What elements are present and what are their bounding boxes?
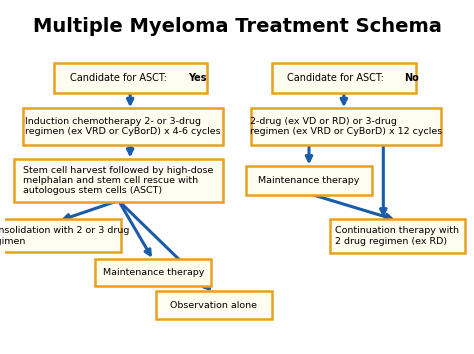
Text: Candidate for ASCT:: Candidate for ASCT: — [70, 73, 170, 83]
Text: Continuation therapy with
2 drug regimen (ex RD): Continuation therapy with 2 drug regimen… — [335, 226, 459, 246]
FancyBboxPatch shape — [54, 63, 207, 93]
Text: Multiple Myeloma Treatment Schema: Multiple Myeloma Treatment Schema — [33, 17, 441, 36]
Text: Stem cell harvest followed by high-dose
melphalan and stem cell rescue with
auto: Stem cell harvest followed by high-dose … — [23, 166, 214, 195]
Text: Candidate for ASCT:: Candidate for ASCT: — [0, 353, 1, 354]
Text: Observation alone: Observation alone — [170, 301, 257, 310]
FancyBboxPatch shape — [23, 108, 223, 145]
Text: Maintenance therapy: Maintenance therapy — [103, 268, 204, 277]
Text: Candidate for ASCT:: Candidate for ASCT: — [287, 73, 387, 83]
Text: Candidate for ASCT: No: Candidate for ASCT: No — [0, 353, 1, 354]
FancyBboxPatch shape — [272, 63, 416, 93]
FancyBboxPatch shape — [330, 219, 465, 253]
Text: Yes: Yes — [189, 73, 207, 83]
Text: Induction chemotherapy 2- or 3-drug
regimen (ex VRD or CyBorD) x 4-6 cycles: Induction chemotherapy 2- or 3-drug regi… — [26, 117, 221, 136]
FancyBboxPatch shape — [251, 108, 441, 145]
Text: Maintenance therapy: Maintenance therapy — [258, 176, 360, 185]
FancyBboxPatch shape — [155, 291, 272, 319]
FancyBboxPatch shape — [14, 159, 223, 202]
Text: Consolidation with 2 or 3 drug
regimen: Consolidation with 2 or 3 drug regimen — [0, 226, 130, 246]
FancyBboxPatch shape — [246, 166, 372, 195]
FancyBboxPatch shape — [0, 219, 121, 252]
FancyBboxPatch shape — [95, 258, 211, 286]
Text: No: No — [404, 73, 419, 83]
Text: Candidate for ASCT: Yes: Candidate for ASCT: Yes — [0, 353, 1, 354]
Text: Candidate for ASCT:: Candidate for ASCT: — [0, 353, 1, 354]
Text: 2-drug (ex VD or RD) or 3-drug
regimen (ex VRD or CyBorD) x 12 cycles: 2-drug (ex VD or RD) or 3-drug regimen (… — [250, 117, 442, 136]
